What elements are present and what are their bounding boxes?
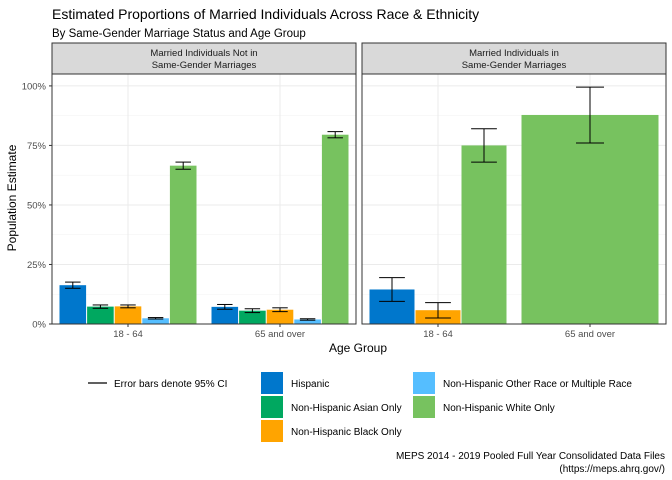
- panel-strip: [51, 42, 357, 75]
- ci-legend-label: Error bars denote 95% CI: [114, 379, 227, 390]
- panel-strip-label-line1: Married Individuals Not in: [150, 48, 257, 59]
- bar: [142, 318, 169, 324]
- bar: [521, 114, 659, 324]
- x-tick-label: 65 and over: [565, 329, 615, 340]
- x-tick-label: 18 - 64: [113, 329, 143, 340]
- chart-title: Estimated Proportions of Married Individ…: [52, 6, 479, 22]
- bar: [294, 319, 321, 324]
- bar: [169, 165, 197, 324]
- panel-strip-label-line2: Same-Gender Marriages: [152, 60, 257, 71]
- panel-border: [51, 73, 357, 325]
- bar: [266, 309, 294, 324]
- bar: [321, 134, 349, 324]
- chart-subtitle: By Same-Gender Marriage Status and Age G…: [52, 28, 306, 40]
- legend-swatch: [261, 420, 283, 442]
- caption-line-2: (https://meps.ahrq.gov/): [559, 464, 665, 475]
- legend-label: Non-Hispanic Black Only: [291, 427, 402, 438]
- legend-swatch: [261, 372, 283, 394]
- panel-border: [361, 73, 667, 325]
- y-axis: 0% 25% 50% 75% 100%: [22, 81, 52, 331]
- bar: [461, 145, 507, 324]
- legend-label: Non-Hispanic Asian Only: [291, 403, 402, 414]
- legend: Error bars denote 95% CI Hispanic Non-His…: [88, 372, 632, 442]
- panel-strip: [361, 42, 667, 75]
- y-tick-label: 0%: [32, 320, 46, 331]
- legend-items: Hispanic Non-Hispanic Asian Only Non-Hispa…: [261, 372, 632, 442]
- bar: [87, 306, 114, 324]
- legend-swatch: [413, 372, 435, 394]
- bar: [59, 285, 87, 324]
- x-tick-label: 18 - 64: [423, 329, 453, 340]
- y-tick-label: 50%: [27, 200, 47, 211]
- y-axis-label: Population Estimate: [5, 144, 19, 251]
- panel-strip-label-line1: Married Individuals in: [469, 48, 559, 59]
- bar: [239, 310, 266, 324]
- y-tick-label: 100%: [22, 81, 47, 92]
- legend-label: Hispanic: [291, 379, 329, 390]
- legend-label: Non-Hispanic White Only: [443, 403, 555, 414]
- legend-swatch: [413, 396, 435, 418]
- x-axis-label: Age Group: [329, 341, 387, 355]
- panel-strip-label-line2: Same-Gender Marriages: [462, 60, 567, 71]
- legend-swatch: [261, 396, 283, 418]
- legend-label: Non-Hispanic Other Race or Multiple Race: [443, 379, 632, 390]
- bar: [114, 306, 142, 324]
- y-tick-label: 75%: [27, 141, 47, 152]
- x-tick-label: 65 and over: [255, 329, 305, 340]
- bar: [211, 306, 239, 324]
- y-tick-label: 25%: [27, 260, 47, 271]
- caption-line-1: MEPS 2014 - 2019 Pooled Full Year Consol…: [396, 451, 665, 462]
